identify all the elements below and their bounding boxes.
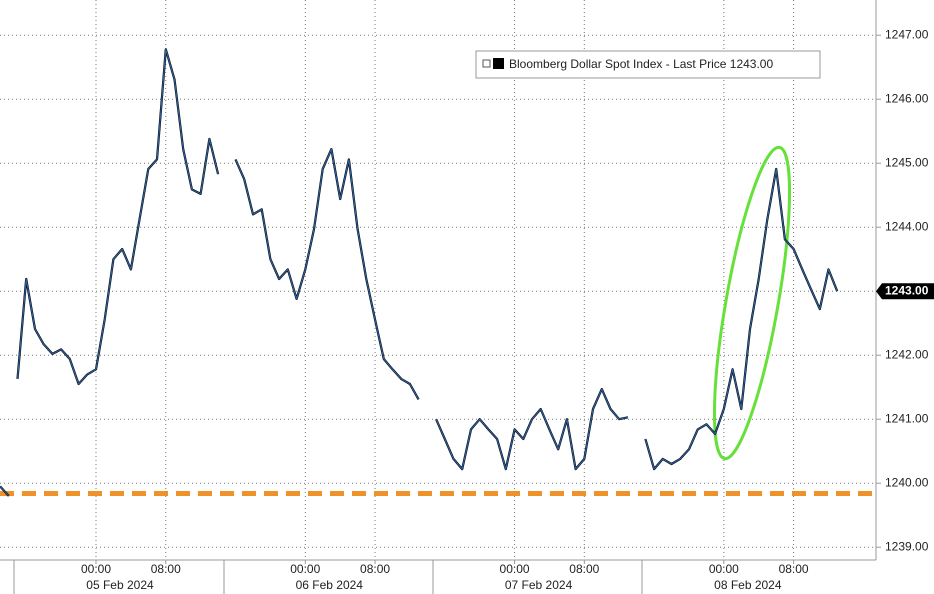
x-tick-label: 00:00 xyxy=(81,562,111,576)
date-label: 08 Feb 2024 xyxy=(714,578,782,592)
legend-last-price: 1243.00 xyxy=(730,57,774,71)
y-tick-label: 1247.00 xyxy=(885,27,929,41)
date-label: 06 Feb 2024 xyxy=(296,578,364,592)
y-tick-label: 1239.00 xyxy=(885,539,929,553)
y-tick-label: 1240.00 xyxy=(885,475,929,489)
x-tick-label: 08:00 xyxy=(151,562,181,576)
date-label: 07 Feb 2024 xyxy=(505,578,573,592)
x-tick-label: 00:00 xyxy=(709,562,739,576)
legend-box xyxy=(475,50,821,79)
x-tick-label: 08:00 xyxy=(569,562,599,576)
legend: Bloomberg Dollar Spot Index - Last Price… xyxy=(475,50,821,79)
y-tick-label: 1246.00 xyxy=(885,91,929,105)
x-tick-label: 00:00 xyxy=(500,562,530,576)
price-line xyxy=(0,48,838,497)
date-separators xyxy=(13,560,643,594)
x-tick-label: 00:00 xyxy=(290,562,320,576)
date-label: 05 Feb 2024 xyxy=(86,578,154,592)
x-tick-label: 08:00 xyxy=(779,562,809,576)
y-tick-label: 1245.00 xyxy=(885,155,929,169)
last-price-tag xyxy=(876,283,934,300)
x-tick-label: 08:00 xyxy=(360,562,390,576)
y-tick-label: 1242.00 xyxy=(885,347,929,361)
y-tick-label: 1241.00 xyxy=(885,411,929,425)
legend-swatch xyxy=(493,58,504,69)
grid xyxy=(0,0,876,560)
price-line xyxy=(0,48,839,497)
legend-series-name: Bloomberg Dollar Spot Index - Last Price xyxy=(509,57,727,71)
legend-label: Bloomberg Dollar Spot Index - Last Price… xyxy=(509,57,773,71)
last-price-label: 1243.00 xyxy=(885,283,929,297)
legend-toggle xyxy=(482,59,491,68)
y-tick-label: 1244.00 xyxy=(885,219,929,233)
highlight-ellipse xyxy=(712,145,792,461)
